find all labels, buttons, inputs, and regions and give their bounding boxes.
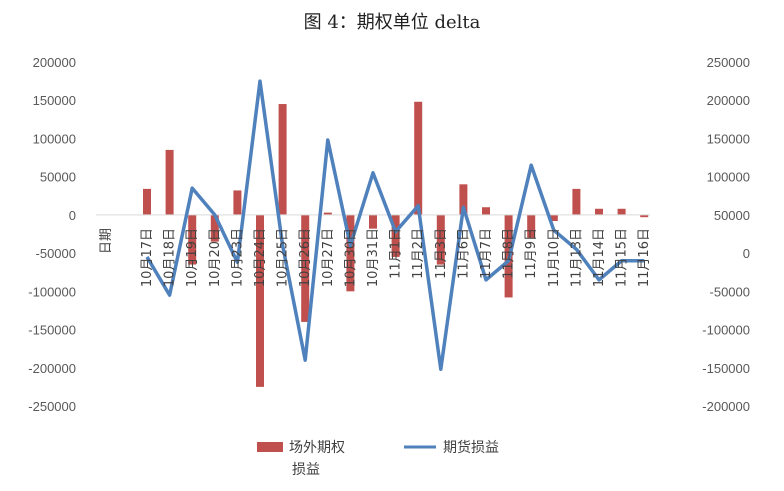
bar — [165, 149, 174, 215]
x-axis-title: 日期 — [99, 228, 114, 254]
category-label: 11月13日 — [569, 228, 584, 287]
bar — [323, 212, 332, 215]
category-labels: 10月17日 10月18日 10月19日 10月20日 10月23日 10月24日 10月2… — [140, 228, 652, 287]
bar — [549, 214, 558, 222]
category-label: 10月30日 — [343, 228, 358, 287]
bar — [256, 214, 264, 387]
left-tick-label: 50000 — [40, 170, 76, 185]
left-tick-label: 150000 — [33, 93, 76, 108]
right-tick-label: 50000 — [714, 208, 750, 223]
bar — [210, 214, 219, 242]
category-label: 11月10日 — [547, 228, 562, 287]
category-label: 10月18日 — [163, 228, 178, 287]
category-label: 10月24日 — [253, 228, 268, 287]
bar — [278, 104, 287, 215]
right-tick-label: 100000 — [707, 170, 750, 185]
legend-swatch-bar — [257, 442, 283, 452]
category-label: 11月7日 — [479, 228, 494, 279]
right-tick-label: 250000 — [707, 55, 750, 70]
category-label: 10月20日 — [208, 228, 223, 287]
bar — [436, 214, 445, 265]
left-tick-label: 0 — [69, 208, 76, 223]
category-label: 11月16日 — [637, 228, 652, 287]
legend-label-bar-line1: 场外期权 — [289, 440, 345, 456]
category-label: 10月26日 — [298, 228, 313, 287]
category-label: 11月6日 — [456, 228, 471, 279]
left-tick-label: 200000 — [33, 55, 76, 70]
bar — [188, 214, 197, 265]
legend-label-line: 期货损益 — [443, 439, 499, 456]
left-tick-label: -200000 — [28, 361, 76, 376]
left-tick-label: -100000 — [28, 284, 76, 299]
left-axis: 200000 150000 100000 50000 0 -50000 -100000 -15… — [28, 55, 76, 414]
right-tick-label: -100000 — [702, 323, 750, 338]
line-series — [145, 79, 645, 372]
bar — [369, 214, 377, 229]
series-line — [145, 79, 645, 372]
bar — [527, 214, 536, 238]
left-tick-label: -250000 — [28, 399, 76, 414]
category-label: 10月19日 — [185, 228, 200, 287]
bar — [143, 188, 151, 215]
bar — [459, 184, 468, 215]
category-label: 10月25日 — [276, 228, 291, 287]
right-tick-label: -150000 — [702, 361, 750, 376]
right-tick-label: -200000 — [702, 399, 750, 414]
bar — [301, 214, 310, 322]
bar — [640, 214, 649, 218]
chart-title: 图 4：期权单位 delta — [303, 12, 481, 33]
category-label: 11月2日 — [411, 228, 426, 279]
category-label: 11月8日 — [502, 228, 517, 279]
left-tick-label: 100000 — [33, 131, 76, 146]
left-tick-label: -150000 — [28, 323, 76, 338]
bar — [391, 214, 400, 257]
bar — [572, 188, 581, 215]
bar — [617, 208, 626, 215]
right-tick-label: 200000 — [707, 93, 750, 108]
left-tick-label: -50000 — [36, 246, 76, 261]
category-label: 10月17日 — [140, 228, 155, 287]
category-label: 10月31日 — [366, 228, 381, 287]
category-label: 10月27日 — [321, 228, 336, 287]
right-tick-label: -50000 — [710, 284, 750, 299]
category-label: 10月23日 — [230, 228, 245, 287]
right-tick-label: 150000 — [707, 131, 750, 146]
bar — [482, 207, 490, 215]
category-label: 11月9日 — [524, 228, 539, 279]
bar — [346, 214, 355, 292]
bar-series — [143, 101, 649, 387]
category-label: 11月3日 — [434, 228, 449, 279]
category-label: 11月15日 — [615, 228, 630, 287]
legend: 场外期权 损益 期货损益 — [257, 439, 499, 478]
bar — [233, 190, 242, 215]
bar — [414, 101, 423, 215]
legend-label-bar-line2: 损益 — [292, 462, 320, 478]
right-axis: 250000 200000 150000 100000 50000 0 -50000 -100… — [702, 55, 750, 414]
right-tick-label: 0 — [743, 246, 750, 261]
category-label: 11月14日 — [592, 228, 607, 287]
category-label: 11月1日 — [389, 228, 404, 279]
bar — [595, 208, 603, 215]
